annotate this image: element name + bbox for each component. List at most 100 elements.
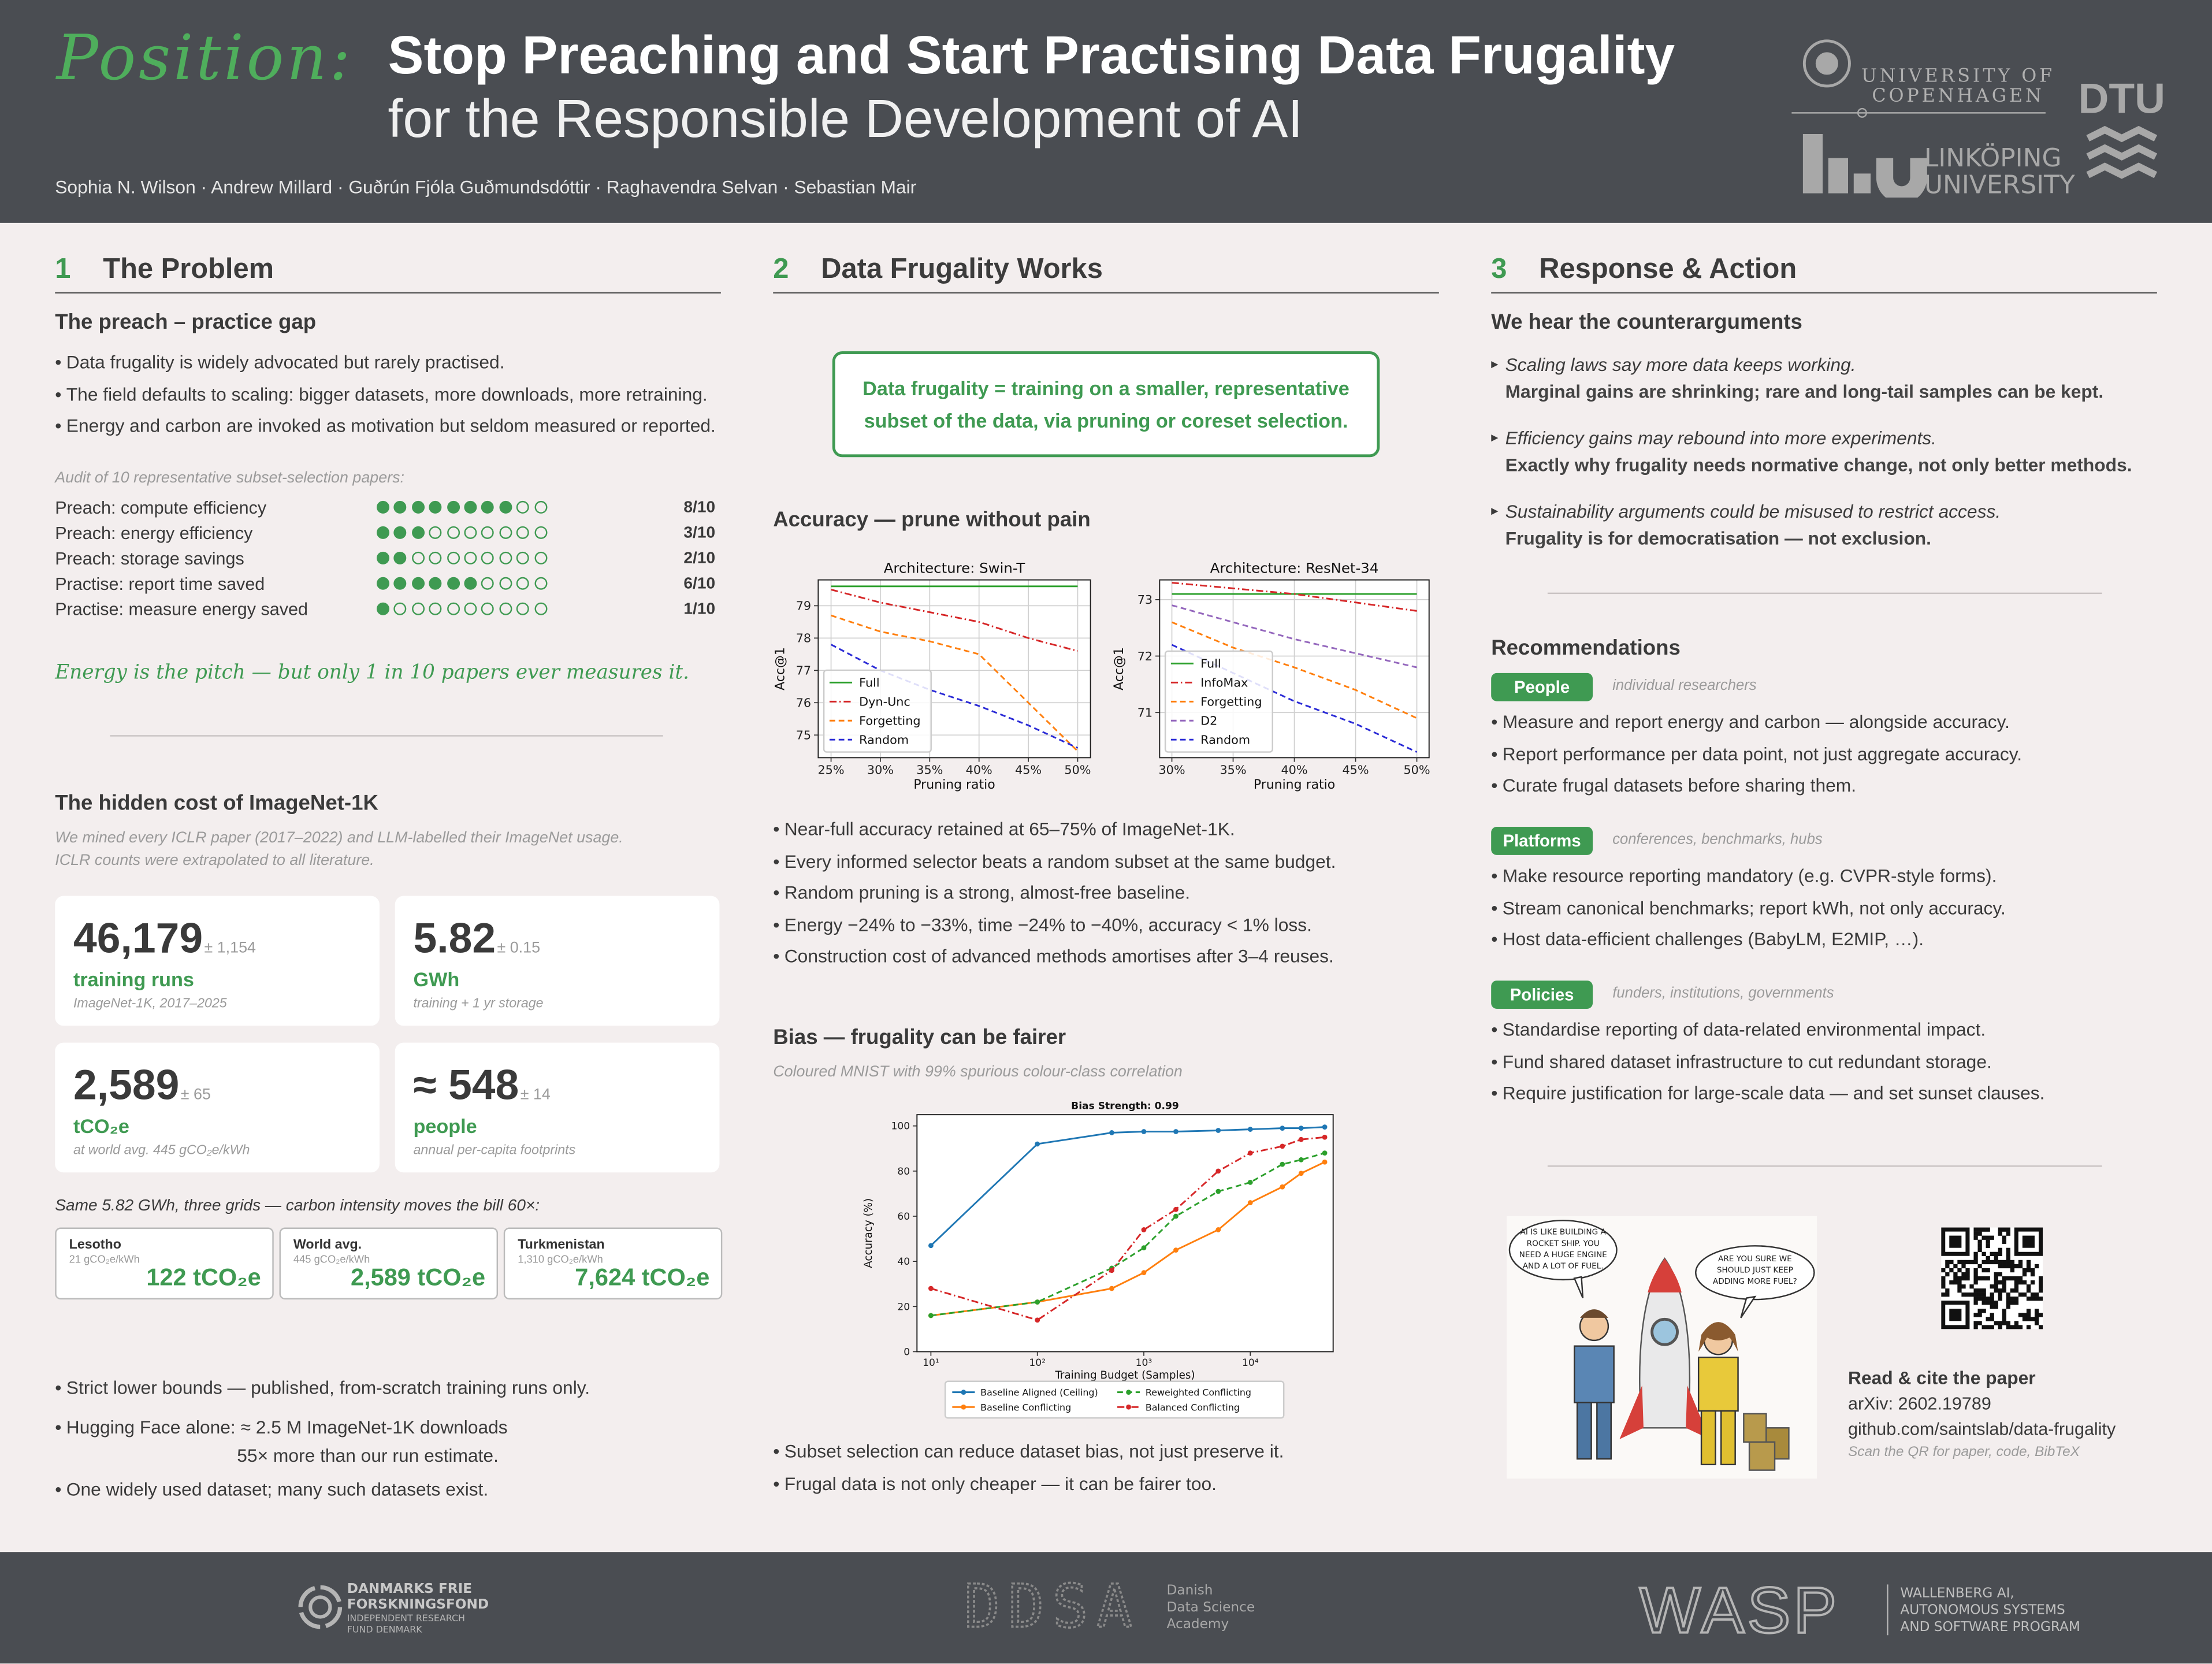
qr-module bbox=[1981, 1235, 1986, 1240]
series-line bbox=[1172, 582, 1417, 612]
qr-module bbox=[1977, 1243, 1982, 1248]
qr-module bbox=[1957, 1268, 1962, 1273]
response: Marginal gains are shrinking; rare and l… bbox=[1505, 381, 2104, 402]
qr-module bbox=[1977, 1288, 1982, 1293]
grid-intensity: 21 gCO₂e/kWh bbox=[69, 1253, 140, 1266]
qr-module bbox=[2014, 1264, 2019, 1269]
dot bbox=[377, 603, 389, 616]
grid-box: World avg. 445 gCO₂e/kWh 2,589 tCO₂e bbox=[279, 1227, 499, 1300]
qr-module bbox=[1981, 1227, 1986, 1232]
point bbox=[1141, 1129, 1147, 1134]
series-line bbox=[1171, 621, 1418, 719]
bullet-list: Measure and report energy and carbon — a… bbox=[1491, 707, 2022, 802]
logo-rule-dot bbox=[1857, 107, 1867, 118]
qr-module bbox=[2038, 1276, 2043, 1281]
bullet-list: Make resource reporting mandatory (e.g. … bbox=[1491, 861, 2006, 956]
subheading: Accuracy — prune without pain bbox=[773, 508, 1091, 532]
x-tick-label: 10³ bbox=[1136, 1357, 1153, 1369]
person-hair bbox=[1580, 1309, 1608, 1318]
section-heading: 2 Data Frugality Works bbox=[773, 254, 1439, 294]
point bbox=[1280, 1126, 1285, 1131]
qr-module bbox=[1973, 1292, 1978, 1297]
qr-module bbox=[1965, 1276, 1970, 1281]
response: Frugality is for democratisation — not e… bbox=[1505, 528, 1931, 549]
dot bbox=[499, 526, 512, 540]
point bbox=[1109, 1286, 1114, 1291]
dot bbox=[447, 577, 460, 590]
cite-note: Scan the QR for paper, code, BibTeX bbox=[1848, 1444, 2080, 1461]
qr-module bbox=[1986, 1276, 1990, 1281]
audit-table: Preach: compute efficiency 8/10 Preach: en… bbox=[55, 495, 715, 622]
y-tick-label: 73 bbox=[1137, 593, 1153, 607]
qr-module bbox=[1986, 1325, 1990, 1329]
section-title: Data Frugality Works bbox=[821, 254, 1103, 285]
qr-module bbox=[1990, 1235, 1994, 1240]
qr-module bbox=[1981, 1276, 1986, 1281]
bullet-item: Require justification for large-scale da… bbox=[1491, 1078, 2044, 1110]
dot bbox=[429, 577, 442, 590]
logo-text: UNIVERSITY bbox=[1924, 170, 2075, 198]
liu-shape bbox=[1802, 133, 1823, 194]
y-tick-label: 100 bbox=[891, 1121, 910, 1132]
dot bbox=[411, 577, 425, 590]
audit-value: 8/10 bbox=[683, 499, 716, 517]
qr-module bbox=[1998, 1251, 2002, 1257]
qr-module bbox=[1990, 1301, 1994, 1305]
qr-module bbox=[2002, 1280, 2006, 1285]
qr-module bbox=[1986, 1243, 1990, 1248]
y-tick-label: 75 bbox=[796, 728, 811, 742]
bullet-item: Data frugality is widely advocated but r… bbox=[55, 347, 716, 379]
legend-marker bbox=[1126, 1404, 1131, 1410]
qr-module bbox=[2022, 1292, 2027, 1297]
qr-module bbox=[1998, 1260, 2002, 1265]
qr-module bbox=[2018, 1276, 2023, 1281]
dff-mark bbox=[298, 1585, 343, 1629]
bubble-text: SHOULD JUST KEEP bbox=[1717, 1266, 1793, 1275]
point bbox=[1215, 1128, 1221, 1133]
qr-module bbox=[1961, 1264, 1966, 1269]
bullet-list: Standardise reporting of data-related en… bbox=[1491, 1015, 2044, 1110]
qr-module bbox=[2006, 1292, 2010, 1297]
series-line bbox=[1171, 644, 1418, 753]
stat-card: 2,589 ± 65 tCO₂e at world avg. 445 gCO₂e/kW… bbox=[55, 1042, 380, 1173]
qr-module bbox=[2006, 1247, 2010, 1252]
qr-module bbox=[2018, 1313, 2023, 1317]
dot bbox=[394, 526, 407, 540]
dot bbox=[534, 577, 547, 590]
qr-module bbox=[2010, 1276, 2015, 1281]
funder-text: INDEPENDENT RESEARCH bbox=[347, 1613, 465, 1624]
qr-module bbox=[2002, 1284, 2006, 1289]
dot bbox=[516, 552, 530, 565]
point bbox=[1247, 1127, 1253, 1132]
bubble-text: AI IS LIKE BUILDING A bbox=[1520, 1228, 1607, 1237]
bullet-item: Make resource reporting mandatory (e.g. … bbox=[1491, 861, 2006, 893]
funder-text: AUTONOMOUS SYSTEMS bbox=[1900, 1602, 2065, 1618]
y-tick-label: 60 bbox=[897, 1211, 910, 1223]
section-title: Response & Action bbox=[1539, 254, 1797, 285]
point bbox=[1035, 1299, 1040, 1305]
y-tick-label: 79 bbox=[796, 599, 811, 613]
grid-box: Lesotho 21 gCO₂e/kWh 122 tCO₂e bbox=[55, 1227, 274, 1300]
bullet-item: Every informed selector beats a random s… bbox=[773, 846, 1336, 878]
qr-module bbox=[2026, 1288, 2031, 1293]
qr-module bbox=[1986, 1297, 1990, 1301]
stat-line: 2,589 ± 65 bbox=[73, 1063, 211, 1110]
seal bbox=[1802, 39, 1851, 88]
qr-module bbox=[1998, 1292, 2002, 1297]
dot bbox=[429, 526, 442, 540]
bubble-text: ADDING MORE FUEL? bbox=[1713, 1277, 1797, 1286]
qr-module bbox=[1953, 1264, 1958, 1269]
qr-module bbox=[1998, 1272, 2002, 1277]
tag: People bbox=[1491, 673, 1593, 701]
qr-module bbox=[1949, 1268, 1954, 1273]
qr-module bbox=[2022, 1317, 2027, 1321]
qr-module bbox=[1949, 1309, 1962, 1321]
qr-module bbox=[2014, 1280, 2019, 1285]
qr-module bbox=[1998, 1264, 2002, 1269]
audit-row: Practise: measure energy saved 1/10 bbox=[55, 597, 715, 622]
qr-module bbox=[1977, 1227, 1982, 1232]
logo-text: LINKÖPING bbox=[1924, 143, 2062, 173]
qr-module bbox=[1965, 1268, 1970, 1273]
funder-text: FORSKNINGSFOND bbox=[347, 1596, 489, 1612]
x-tick-label: 50% bbox=[1403, 763, 1430, 777]
